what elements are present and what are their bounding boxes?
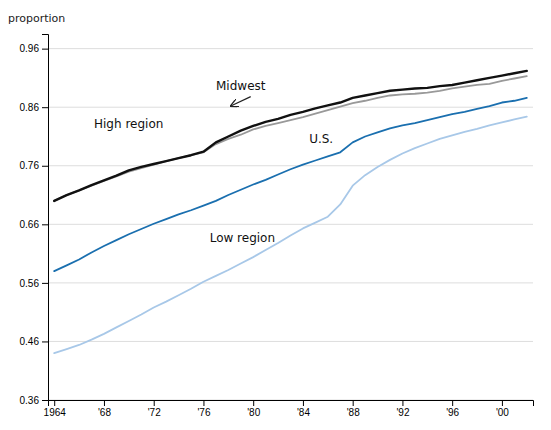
x-tick-label: '72 bbox=[148, 407, 161, 418]
x-tick-mark bbox=[253, 400, 254, 406]
x-tick-mark bbox=[203, 400, 204, 406]
x-tick-mark bbox=[104, 400, 105, 406]
x-tick-mark bbox=[353, 400, 354, 406]
x-tick: '84 bbox=[297, 400, 310, 418]
y-tick-label: 0.86 bbox=[20, 102, 40, 113]
annotation-label: U.S. bbox=[309, 132, 333, 146]
y-axis: 0.36 0.46 0.56 0.66 0.76 0.86 0.96 bbox=[20, 35, 49, 406]
x-tick-label: '96 bbox=[446, 407, 459, 418]
y-tick-mark bbox=[42, 341, 48, 342]
y-tick-mark bbox=[42, 400, 48, 401]
annotation-label: High region bbox=[94, 117, 163, 131]
y-axis-line bbox=[42, 35, 49, 401]
x-tick: '68 bbox=[98, 400, 111, 418]
y-tick-mark bbox=[42, 166, 48, 167]
x-tick: '88 bbox=[347, 400, 360, 418]
x-tick-label: '80 bbox=[247, 407, 260, 418]
y-tick-label: 0.46 bbox=[20, 336, 40, 347]
x-tick-label: '68 bbox=[98, 407, 111, 418]
y-tick-label: 0.36 bbox=[20, 395, 40, 406]
x-axis: 1964 '68 '72 '76 '80 '84 '88 '92 '96 '00 bbox=[44, 400, 534, 418]
y-tick-mark bbox=[42, 107, 48, 108]
x-tick-label: '84 bbox=[297, 407, 310, 418]
annotation-arrow bbox=[231, 97, 251, 106]
grid-line bbox=[48, 165, 533, 166]
series-line bbox=[54, 117, 527, 354]
x-tick-mark bbox=[154, 400, 155, 406]
grid-line bbox=[48, 107, 533, 108]
grid-line bbox=[48, 282, 533, 283]
y-tick: 0.36 bbox=[20, 395, 48, 406]
y-tick: 0.76 bbox=[20, 160, 48, 171]
x-tick-mark bbox=[303, 400, 304, 406]
x-tick-mark bbox=[452, 400, 453, 406]
y-tick: 0.96 bbox=[20, 43, 48, 54]
grid bbox=[48, 49, 533, 400]
annotation-label: Midwest bbox=[216, 79, 266, 93]
x-tick: '80 bbox=[247, 400, 260, 418]
x-tick-label: '88 bbox=[347, 407, 360, 418]
x-tick-label: '00 bbox=[496, 407, 509, 418]
x-tick-label: 1964 bbox=[44, 407, 67, 418]
y-tick: 0.66 bbox=[20, 219, 48, 230]
y-tick-label: 0.96 bbox=[20, 43, 40, 54]
y-axis-title: proportion bbox=[8, 12, 65, 25]
lines bbox=[54, 71, 527, 353]
y-tick: 0.86 bbox=[20, 102, 48, 113]
x-tick-label: '76 bbox=[197, 407, 210, 418]
grid-line bbox=[48, 48, 533, 49]
x-tick: '96 bbox=[446, 400, 459, 418]
annotations: Midwest High region U.S. Low region bbox=[94, 79, 333, 245]
y-tick: 0.56 bbox=[20, 278, 48, 289]
grid-line bbox=[48, 224, 533, 225]
x-tick: '72 bbox=[148, 400, 161, 418]
x-tick: '92 bbox=[396, 400, 409, 418]
x-tick-mark bbox=[402, 400, 403, 406]
x-tick-mark bbox=[502, 400, 503, 406]
y-tick-label: 0.76 bbox=[20, 160, 40, 171]
y-tick: 0.46 bbox=[20, 336, 48, 347]
y-tick-label: 0.66 bbox=[20, 219, 40, 230]
x-tick: '76 bbox=[197, 400, 210, 418]
chart: 1964'68'72'76'80'84'88'92'96'000.360.460… bbox=[0, 0, 551, 430]
y-tick-mark bbox=[42, 283, 48, 284]
grid-line bbox=[48, 341, 533, 342]
series-line bbox=[54, 76, 527, 201]
y-tick-label: 0.56 bbox=[20, 278, 40, 289]
x-tick-label: '92 bbox=[396, 407, 409, 418]
y-tick-mark bbox=[42, 224, 48, 225]
x-tick: '00 bbox=[496, 400, 509, 418]
plot-area: 1964'68'72'76'80'84'88'92'96'000.360.460… bbox=[20, 35, 534, 419]
annotation-label: Low region bbox=[210, 231, 275, 245]
x-tick: 1964 bbox=[44, 400, 67, 418]
y-tick-mark bbox=[42, 49, 48, 50]
series-line bbox=[54, 98, 527, 271]
series-line bbox=[54, 71, 527, 201]
x-axis-line bbox=[49, 401, 534, 407]
x-tick-mark bbox=[54, 400, 55, 406]
